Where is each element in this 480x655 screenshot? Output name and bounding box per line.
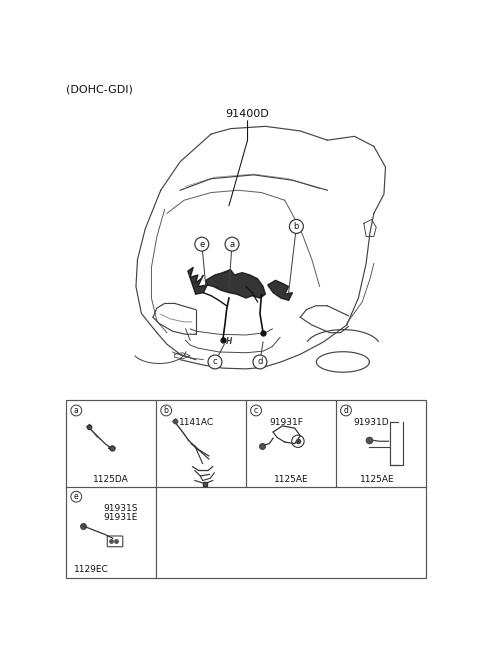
Circle shape — [195, 237, 209, 251]
Text: 91400D: 91400D — [226, 109, 269, 119]
Text: d: d — [257, 358, 263, 366]
Text: 1129EC: 1129EC — [74, 565, 108, 574]
Text: d: d — [344, 406, 348, 415]
Circle shape — [208, 355, 222, 369]
Text: e: e — [74, 492, 79, 501]
Circle shape — [340, 405, 351, 416]
Text: (DOHC-GDI): (DOHC-GDI) — [66, 84, 133, 95]
Text: 1141AC: 1141AC — [180, 417, 215, 426]
Text: 1125AE: 1125AE — [360, 474, 394, 483]
Polygon shape — [268, 280, 292, 301]
Bar — [66, 400, 426, 578]
Text: 91931S: 91931S — [103, 504, 138, 513]
Circle shape — [251, 405, 262, 416]
Text: c: c — [213, 358, 217, 366]
Text: H: H — [226, 337, 232, 346]
Text: a: a — [74, 406, 79, 415]
Circle shape — [71, 405, 82, 416]
Text: 1125AE: 1125AE — [274, 474, 308, 483]
Text: b: b — [164, 406, 168, 415]
Text: c: c — [254, 406, 258, 415]
Circle shape — [225, 237, 239, 251]
Circle shape — [161, 405, 172, 416]
Text: b: b — [294, 222, 299, 231]
Polygon shape — [206, 270, 265, 298]
Text: e: e — [199, 240, 204, 249]
Circle shape — [71, 491, 82, 502]
Text: 91931F: 91931F — [269, 417, 303, 426]
Polygon shape — [188, 267, 207, 294]
Text: a: a — [229, 240, 235, 249]
Text: 91931D: 91931D — [353, 417, 389, 426]
Text: 91931E: 91931E — [103, 513, 138, 522]
Circle shape — [289, 219, 303, 233]
Circle shape — [253, 355, 267, 369]
Text: 1125DA: 1125DA — [93, 474, 129, 483]
